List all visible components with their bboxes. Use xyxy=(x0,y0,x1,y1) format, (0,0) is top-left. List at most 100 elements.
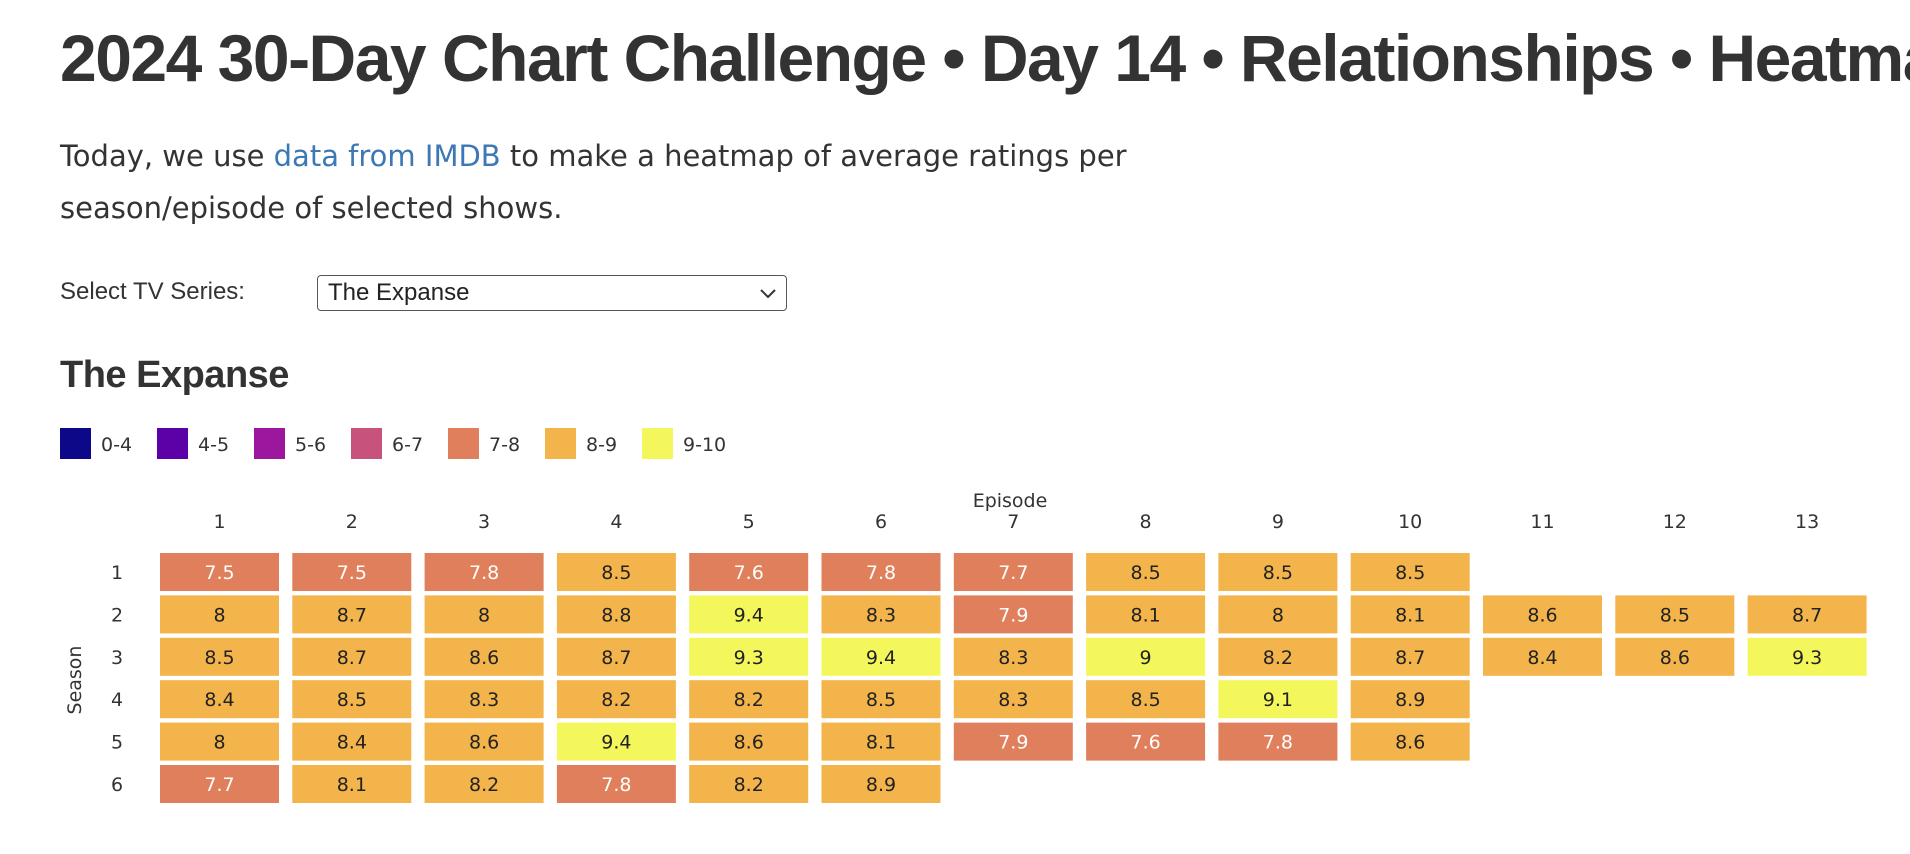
heatmap-cell-value: 8.3 xyxy=(866,604,896,626)
heatmap-cell-value: 9.4 xyxy=(734,604,764,626)
heatmap-cell[interactable] xyxy=(821,637,941,676)
heatmap-cell[interactable] xyxy=(1483,595,1602,634)
y-tick-label: 5 xyxy=(111,732,123,754)
heatmap-cell[interactable] xyxy=(292,722,412,761)
heatmap-cell[interactable] xyxy=(160,765,279,803)
heatmap-cell[interactable] xyxy=(1350,680,1470,719)
heatmap-cell[interactable] xyxy=(953,595,1073,634)
intro-text-after: to make a heatmap of average ratings per… xyxy=(60,139,1127,225)
heatmap-cell[interactable] xyxy=(424,637,544,676)
heatmap-cell[interactable] xyxy=(556,765,676,803)
heatmap-cell[interactable] xyxy=(821,680,941,719)
legend-swatch-8-9 xyxy=(545,428,576,459)
series-select[interactable]: The Expanse xyxy=(317,275,787,311)
heatmap-cell[interactable] xyxy=(556,637,676,676)
heatmap-cell[interactable] xyxy=(1218,595,1338,634)
legend-label-7-8: 7-8 xyxy=(489,434,520,456)
heatmap-cell[interactable] xyxy=(821,553,941,591)
legend-label-0-4: 0-4 xyxy=(101,434,132,456)
heatmap-cell[interactable] xyxy=(953,553,1073,591)
heatmap-cell[interactable] xyxy=(1350,595,1470,634)
heatmap-cell-value: 8.5 xyxy=(601,562,631,584)
heatmap-cell-value: 8.6 xyxy=(1660,647,1690,669)
intro-paragraph: Today, we use data from IMDB to make a h… xyxy=(60,130,1350,234)
heatmap-cell[interactable] xyxy=(821,722,941,761)
heatmap-cell[interactable] xyxy=(1086,553,1206,591)
heatmap-cell-value: 7.8 xyxy=(601,774,631,796)
heatmap-cell-value: 9.4 xyxy=(866,647,896,669)
heatmap-cell[interactable] xyxy=(292,553,412,591)
heatmap-cell[interactable] xyxy=(292,595,412,634)
heatmap-cell[interactable] xyxy=(1483,637,1602,676)
heatmap-cell-value: 8.8 xyxy=(601,604,631,626)
heatmap-cell-value: 9.3 xyxy=(734,647,764,669)
x-tick-label: 9 xyxy=(1272,511,1284,533)
legend-swatch-9-10 xyxy=(642,428,673,459)
heatmap-cell[interactable] xyxy=(1218,553,1338,591)
heatmap-cell[interactable] xyxy=(424,680,544,719)
heatmap-cell-value: 8.1 xyxy=(866,732,896,754)
heatmap-cell[interactable] xyxy=(953,680,1073,719)
heatmap-cell-value: 7.8 xyxy=(1263,732,1293,754)
heatmap-cell[interactable] xyxy=(1350,637,1470,676)
heatmap-cell[interactable] xyxy=(424,595,544,634)
heatmap-cell[interactable] xyxy=(160,595,279,634)
heatmap-cell[interactable] xyxy=(1218,680,1338,719)
heatmap-cell[interactable] xyxy=(689,553,809,591)
heatmap-cell[interactable] xyxy=(424,553,544,591)
heatmap-cell[interactable] xyxy=(1086,680,1206,719)
heatmap-cell[interactable] xyxy=(1350,722,1470,761)
heatmap-cell[interactable] xyxy=(160,637,279,676)
heatmap-cell-value: 8.4 xyxy=(1527,647,1557,669)
heatmap-cell[interactable] xyxy=(1615,637,1735,676)
heatmap-cell-value: 8.9 xyxy=(1395,689,1425,711)
heatmap-cell[interactable] xyxy=(689,595,809,634)
heatmap-cell-value: 8 xyxy=(213,732,225,754)
heatmap-cell[interactable] xyxy=(424,722,544,761)
x-tick-label: 2 xyxy=(346,511,358,533)
heatmap-cell-value: 8.5 xyxy=(866,689,896,711)
heatmap-cell-value: 8.2 xyxy=(1263,647,1293,669)
heatmap-cell[interactable] xyxy=(1218,722,1338,761)
heatmap-cell[interactable] xyxy=(292,765,412,803)
heatmap-cell[interactable] xyxy=(953,637,1073,676)
heatmap-cell[interactable] xyxy=(160,722,279,761)
heatmap-cell[interactable] xyxy=(689,637,809,676)
heatmap-cell-value: 8.6 xyxy=(734,732,764,754)
heatmap-cell[interactable] xyxy=(556,595,676,634)
heatmap-cell[interactable] xyxy=(1086,595,1206,634)
heatmap-cell[interactable] xyxy=(1747,595,1867,634)
heatmap-cell[interactable] xyxy=(556,553,676,591)
series-select-label: Select TV Series: xyxy=(60,278,245,305)
heatmap-cell[interactable] xyxy=(821,765,941,803)
heatmap-cell[interactable] xyxy=(1747,637,1867,676)
heatmap-cell[interactable] xyxy=(1086,637,1206,676)
heatmap-cell[interactable] xyxy=(689,765,809,803)
legend-label-5-6: 5-6 xyxy=(295,434,326,456)
heatmap-cell[interactable] xyxy=(821,595,941,634)
x-axis-label: Episode xyxy=(973,490,1048,512)
heatmap-cell[interactable] xyxy=(292,680,412,719)
heatmap-cell[interactable] xyxy=(160,553,279,591)
heatmap-cell[interactable] xyxy=(689,722,809,761)
heatmap-cell[interactable] xyxy=(1350,553,1470,591)
heatmap-cell[interactable] xyxy=(292,637,412,676)
heatmap-cell[interactable] xyxy=(556,722,676,761)
heatmap-cell-value: 7.6 xyxy=(1130,732,1160,754)
legend-swatch-7-8 xyxy=(448,428,479,459)
heatmap-cell[interactable] xyxy=(1615,595,1735,634)
heatmap-cell[interactable] xyxy=(953,722,1073,761)
heatmap-cell[interactable] xyxy=(1218,637,1338,676)
heatmap-cell[interactable] xyxy=(556,680,676,719)
heatmap-cell-value: 8.5 xyxy=(1130,562,1160,584)
heatmap-cell[interactable] xyxy=(1086,722,1206,761)
heatmap-cell-value: 9 xyxy=(1140,647,1152,669)
heatmap-cell[interactable] xyxy=(160,680,279,719)
heatmap-cell-value: 8.1 xyxy=(1130,604,1160,626)
imdb-data-link[interactable]: data from IMDB xyxy=(273,139,501,173)
heatmap-cell-value: 8.9 xyxy=(866,774,896,796)
heatmap-cell[interactable] xyxy=(689,680,809,719)
heatmap-cell[interactable] xyxy=(424,765,544,803)
x-tick-label: 11 xyxy=(1530,511,1554,533)
